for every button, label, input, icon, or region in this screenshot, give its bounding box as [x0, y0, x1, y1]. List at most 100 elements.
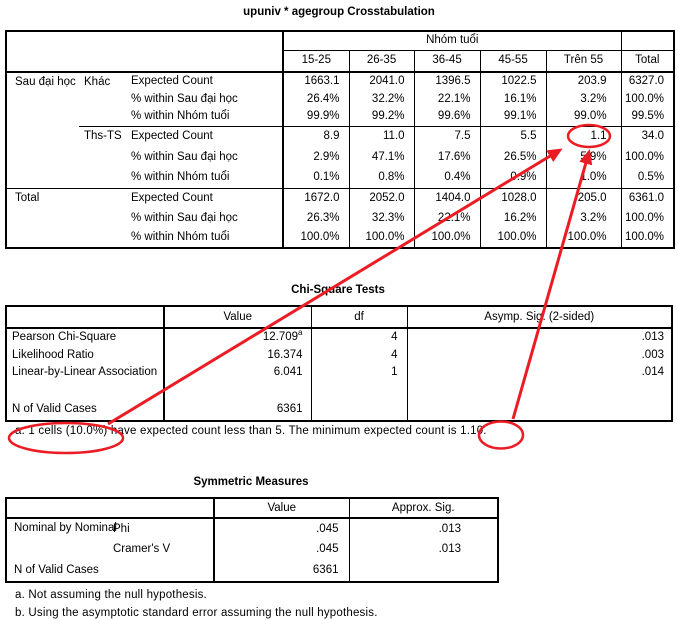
- cell: 32.3%: [349, 208, 415, 228]
- cell: .013: [641, 331, 664, 343]
- cell: 99.0%: [546, 108, 622, 126]
- cell: 3.2%: [546, 90, 622, 108]
- cell: .014: [641, 366, 664, 378]
- col-header: df: [311, 306, 408, 329]
- stat-label: Expected Count: [126, 187, 285, 208]
- cell: 0.4%: [414, 168, 481, 188]
- cell: 99.9%: [283, 108, 350, 126]
- stat-label: % within Nhóm tuổi: [126, 168, 285, 188]
- cell: 26.5%: [480, 147, 547, 168]
- cell: 100.0%: [625, 231, 665, 243]
- cell: 2052.0: [349, 187, 415, 208]
- cell: .003: [641, 348, 664, 361]
- cell: 3.2%: [546, 208, 622, 228]
- col-header: 15-25: [283, 50, 350, 73]
- col-header: Trên 55: [546, 50, 622, 73]
- col-header: 45-55: [480, 50, 547, 73]
- cell: 16.1%: [480, 90, 547, 108]
- cell: 99.2%: [349, 108, 415, 126]
- stat-label: Expected Count: [126, 72, 285, 90]
- cell: 6361: [164, 399, 312, 421]
- cell: 203.9: [546, 72, 622, 90]
- stat-label: Expected Count: [126, 125, 285, 147]
- cell: 5.9%: [546, 147, 622, 168]
- cell: 0.9%: [480, 168, 547, 188]
- cell: 100.0%: [349, 228, 415, 248]
- cell: 12.709a: [164, 328, 312, 346]
- crosstab-title: upuniv * agegroup Crosstabulation: [243, 6, 435, 18]
- col-header-total: Total: [621, 50, 675, 73]
- stat-label: % within Sau đại học: [126, 90, 285, 108]
- cell: 6.041: [164, 364, 312, 399]
- measure-group-label: Nominal by Nominal: [14, 522, 117, 534]
- cell: 11.0: [349, 125, 415, 147]
- col-header: Value: [164, 306, 312, 329]
- cell: .013: [438, 522, 461, 535]
- stat-label: % within Nhóm tuổi: [126, 228, 285, 248]
- crosstab-table: Nhóm tuổi 15-25 26-35 36-45 45-55 Trên 5…: [5, 30, 676, 249]
- chi-square-footnote: a. 1 cells (10.0%) have expected count l…: [15, 425, 487, 437]
- symmetric-footnote-a: a. Not assuming the null hypothesis.: [15, 589, 207, 601]
- empty-cell: [349, 560, 498, 582]
- test-label: N of Valid Cases: [6, 399, 165, 421]
- cell: 1672.0: [283, 187, 350, 208]
- row-group-label: Sau đại học: [15, 76, 76, 88]
- cell: 6327.0: [628, 75, 665, 87]
- col-group-header: Nhóm tuổi: [283, 31, 622, 51]
- cell: 6361.0: [621, 187, 675, 208]
- cell: 5.5: [480, 125, 547, 147]
- cell: 7.5: [414, 125, 481, 147]
- empty-cell: [6, 306, 165, 329]
- col-header: 26-35: [349, 50, 415, 73]
- empty-cell: [6, 498, 215, 519]
- stat-label: % within Sau đại học: [126, 147, 285, 168]
- n-valid-cases-label: N of Valid Cases: [6, 560, 215, 582]
- cell: .045: [214, 518, 350, 539]
- cell: 4: [311, 346, 408, 364]
- cell: 2041.0: [349, 72, 415, 90]
- cell: 1396.5: [414, 72, 481, 90]
- cell: 32.2%: [349, 90, 415, 108]
- cell: 22.1%: [414, 208, 481, 228]
- symmetric-measures-table: Value Approx. Sig. Nominal by Nominal Ph…: [5, 497, 499, 583]
- col-header: Value: [214, 498, 350, 519]
- cell: 100.0%: [625, 92, 665, 105]
- test-label: Linear-by-Linear Association: [6, 364, 165, 399]
- cell: 100.0%: [546, 228, 622, 248]
- cell: .013: [438, 543, 461, 555]
- cell: 17.6%: [414, 147, 481, 168]
- cell: 99.6%: [414, 108, 481, 126]
- cell: 99.1%: [480, 108, 547, 126]
- cell: 2.9%: [283, 147, 350, 168]
- chi-square-title: Chi-Square Tests: [291, 284, 385, 296]
- cell: 1663.1: [283, 72, 350, 90]
- test-label: Likelihood Ratio: [6, 346, 165, 364]
- cell: [311, 399, 408, 421]
- cell: .045: [214, 539, 350, 560]
- cell: 99.5%: [631, 110, 665, 123]
- symmetric-footnote-b: b. Using the asymptotic standard error a…: [15, 607, 378, 619]
- col-header: Approx. Sig.: [349, 498, 498, 519]
- row-sub-label: Khác: [84, 76, 111, 88]
- cell: 1.0%: [546, 168, 622, 188]
- cell: 47.1%: [349, 147, 415, 168]
- cell: 1404.0: [414, 187, 481, 208]
- cell: [407, 399, 672, 421]
- value: 12.709: [262, 331, 299, 343]
- cell: 26.3%: [283, 208, 350, 228]
- measure-label: Phi: [109, 518, 215, 539]
- cell: 205.0: [546, 187, 622, 208]
- cell: 0.5%: [637, 171, 665, 184]
- cell: 1: [311, 364, 408, 399]
- cell: 4: [311, 328, 408, 346]
- cell: 0.8%: [349, 168, 415, 188]
- empty-cell: [621, 31, 675, 51]
- col-header: 36-45: [414, 50, 481, 73]
- cell: 100.0%: [480, 228, 547, 248]
- crosstab-stub-header: [6, 31, 285, 73]
- cell: 8.9: [283, 125, 350, 147]
- cell: 16.374: [164, 346, 312, 364]
- stat-label: % within Nhóm tuổi: [126, 108, 285, 126]
- cell: 1022.5: [480, 72, 547, 90]
